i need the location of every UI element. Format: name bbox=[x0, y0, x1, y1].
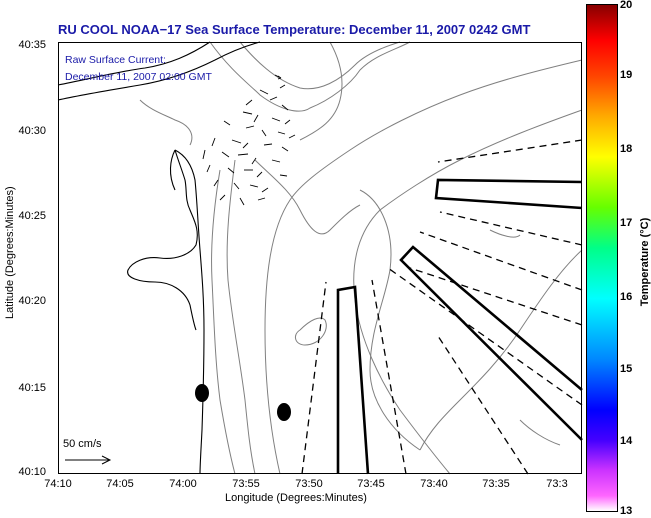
lat-tick-label: 40:15 bbox=[18, 382, 46, 394]
lon-tick-label: 73:50 bbox=[295, 478, 323, 490]
bathymetry-contours bbox=[139, 41, 583, 475]
scale-arrow-label: 50 cm/s bbox=[63, 438, 102, 450]
colorbar-tick: 17 bbox=[620, 217, 633, 229]
colorbar-tick: 14 bbox=[620, 435, 633, 447]
scale-arrow bbox=[65, 455, 112, 465]
lon-tick-label: 73:3 bbox=[546, 478, 568, 490]
surface-current-vectors bbox=[202, 74, 296, 206]
lat-tick-label: 40:35 bbox=[18, 39, 46, 51]
current-label-line2: December 11, 2007 02:00 GMT bbox=[65, 71, 212, 83]
lon-tick-label: 74:00 bbox=[169, 478, 197, 490]
current-label-line1: Raw Surface Current: bbox=[65, 54, 166, 66]
colorbar-tick: 19 bbox=[620, 69, 633, 81]
colorbar-tick: 16 bbox=[620, 291, 633, 303]
lon-tick-label: 73:45 bbox=[357, 478, 385, 490]
colorbar-title: Temperature (°C) bbox=[639, 217, 651, 307]
marker-ellipse bbox=[277, 403, 291, 421]
colorbar-tick: 15 bbox=[620, 363, 633, 375]
lon-tick-label: 73:55 bbox=[232, 478, 260, 490]
colorbar-tick: 13 bbox=[620, 505, 633, 517]
lon-tick-label: 74:05 bbox=[106, 478, 134, 490]
lat-tick-label: 40:30 bbox=[18, 125, 46, 137]
lat-tick-label: 40:25 bbox=[18, 210, 46, 222]
coastline bbox=[57, 41, 261, 475]
radar-beams bbox=[336, 178, 583, 475]
marker-ellipse bbox=[195, 384, 209, 402]
colorbar-tick: 18 bbox=[620, 143, 633, 155]
map-frame bbox=[58, 42, 582, 474]
temperature-colorbar bbox=[586, 4, 618, 512]
lon-tick-label: 74:10 bbox=[44, 478, 72, 490]
radial-dashed-lines bbox=[301, 139, 583, 475]
lon-tick-label: 73:40 bbox=[420, 478, 448, 490]
lat-tick-label: 40:20 bbox=[18, 295, 46, 307]
lat-tick-label: 40:10 bbox=[18, 466, 46, 478]
colorbar-tick: 20 bbox=[620, 0, 633, 11]
map-title: RU COOL NOAA−17 Sea Surface Temperature:… bbox=[58, 22, 531, 37]
x-axis-title: Longitude (Degrees:Minutes) bbox=[225, 492, 367, 504]
lon-tick-label: 73:35 bbox=[482, 478, 510, 490]
